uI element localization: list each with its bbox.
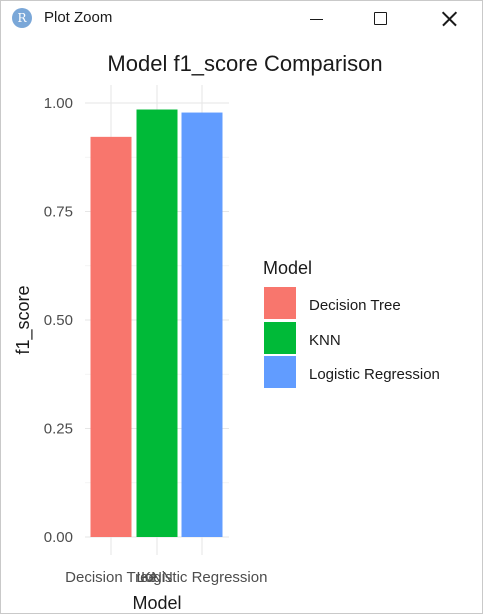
legend-label: Logistic Regression [309, 366, 440, 383]
minimize-button[interactable] [293, 1, 339, 37]
chart-title: Model f1_score Comparison [107, 51, 382, 76]
maximize-button[interactable] [358, 1, 404, 37]
bars-layer [90, 109, 223, 538]
y-tick-label: 0.50 [44, 312, 73, 329]
legend-label: Decision Tree [309, 297, 401, 314]
bar-decision-tree [90, 136, 132, 538]
window-title: Plot Zoom [44, 9, 113, 26]
y-tick-label: 0.75 [44, 204, 73, 221]
legend-swatch [264, 287, 296, 319]
bar-logistic-regression [181, 112, 223, 537]
title-bar[interactable]: R Plot Zoom [1, 1, 482, 37]
legend-swatch [264, 322, 296, 354]
x-tick-label: KNN [141, 569, 173, 586]
y-tick-label: 0.25 [44, 421, 73, 438]
x-tick-label: Decision Tree [65, 569, 157, 586]
legend-swatch [264, 356, 296, 388]
close-button[interactable] [426, 1, 472, 37]
legend-entries: Decision Tree KNN Logistic Regression [264, 287, 440, 388]
y-tick-label: 0.00 [44, 529, 73, 546]
bar-knn [136, 109, 178, 537]
x-axis-label: Model [132, 593, 181, 613]
y-tick-labels: 0.00 0.25 0.50 0.75 1.00 [44, 95, 73, 546]
y-axis-label: f1_score [13, 285, 34, 354]
x-tick-label: Logistic Regression [137, 569, 268, 586]
legend-title: Model [263, 258, 312, 278]
legend: Model Decision Tree KNN Logistic Regressio… [263, 258, 440, 388]
bar-chart: 0.000.250.500.751.00 Decision TreeKNNLog… [13, 51, 440, 613]
y-tick-label: 1.00 [44, 95, 73, 112]
r-logo-icon: R [12, 8, 32, 28]
legend-label: KNN [309, 332, 341, 349]
